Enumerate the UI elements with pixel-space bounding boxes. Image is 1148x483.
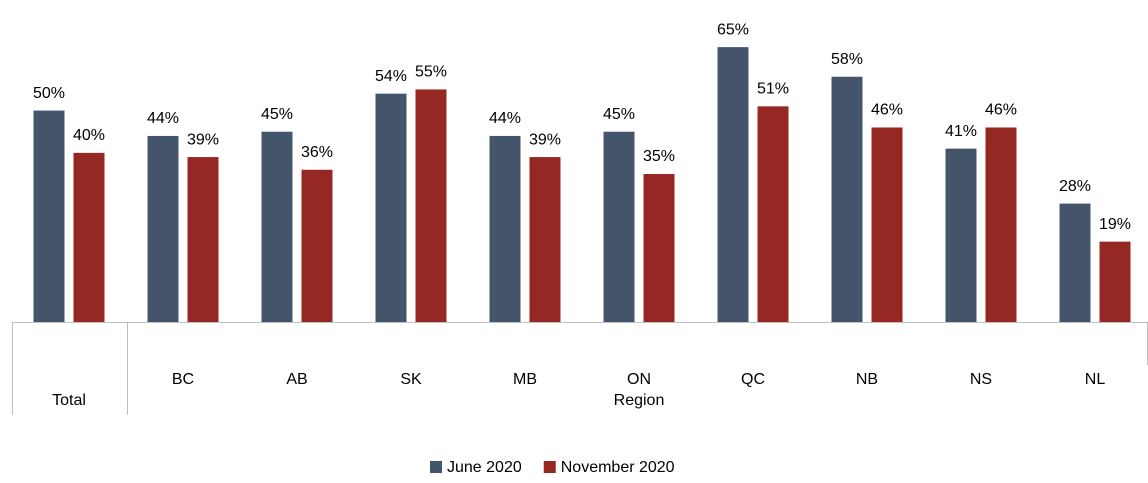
bar [301,169,333,322]
legend-label: June 2020 [447,459,522,476]
bar [871,127,903,322]
bar [261,131,293,322]
bar [603,131,635,322]
x-tick-label: QC [741,371,765,388]
data-label: 58% [831,51,863,68]
data-label: 45% [603,106,635,123]
x-tick-label: BC [172,371,194,388]
bar [147,135,179,322]
bar [717,47,749,323]
data-label: 45% [261,106,293,123]
data-label: 28% [1059,178,1091,195]
bar [33,110,65,322]
bar [529,157,561,322]
data-label: 54% [375,68,407,85]
bar [643,174,675,322]
legend-swatch [543,461,556,473]
data-label: 39% [187,131,219,148]
bar [73,152,105,322]
data-label: 35% [643,148,675,165]
data-label: 50% [33,85,65,102]
data-label: 65% [717,21,749,38]
data-label: 51% [757,81,789,98]
x-tick-label: NB [856,371,878,388]
legend-label: November 2020 [561,459,675,476]
data-label: 36% [301,144,333,161]
data-label: 46% [985,102,1017,119]
group-label: Region [614,392,665,409]
data-label: 44% [489,110,521,127]
bar [831,76,863,322]
x-tick-label: SK [400,371,422,388]
data-label: 46% [871,102,903,119]
x-tick-label: MB [513,371,537,388]
bar [187,157,219,322]
bar [415,89,447,322]
bar [489,135,521,322]
bar [1059,203,1091,322]
data-label: 40% [73,127,105,144]
bar [1099,241,1131,322]
data-label: 41% [945,123,977,140]
data-label: 39% [529,131,561,148]
x-tick-label: NL [1085,371,1106,388]
x-tick-label: Total [52,392,86,409]
data-label: 44% [147,110,179,127]
x-tick-label: AB [286,371,307,388]
data-label: 19% [1099,216,1131,233]
bar [985,127,1017,322]
bar [945,148,977,322]
data-label: 55% [415,64,447,81]
x-tick-label: NS [970,371,992,388]
bar [375,93,407,323]
bar [757,106,789,322]
legend-swatch [430,461,442,473]
x-tick-label: ON [627,371,651,388]
